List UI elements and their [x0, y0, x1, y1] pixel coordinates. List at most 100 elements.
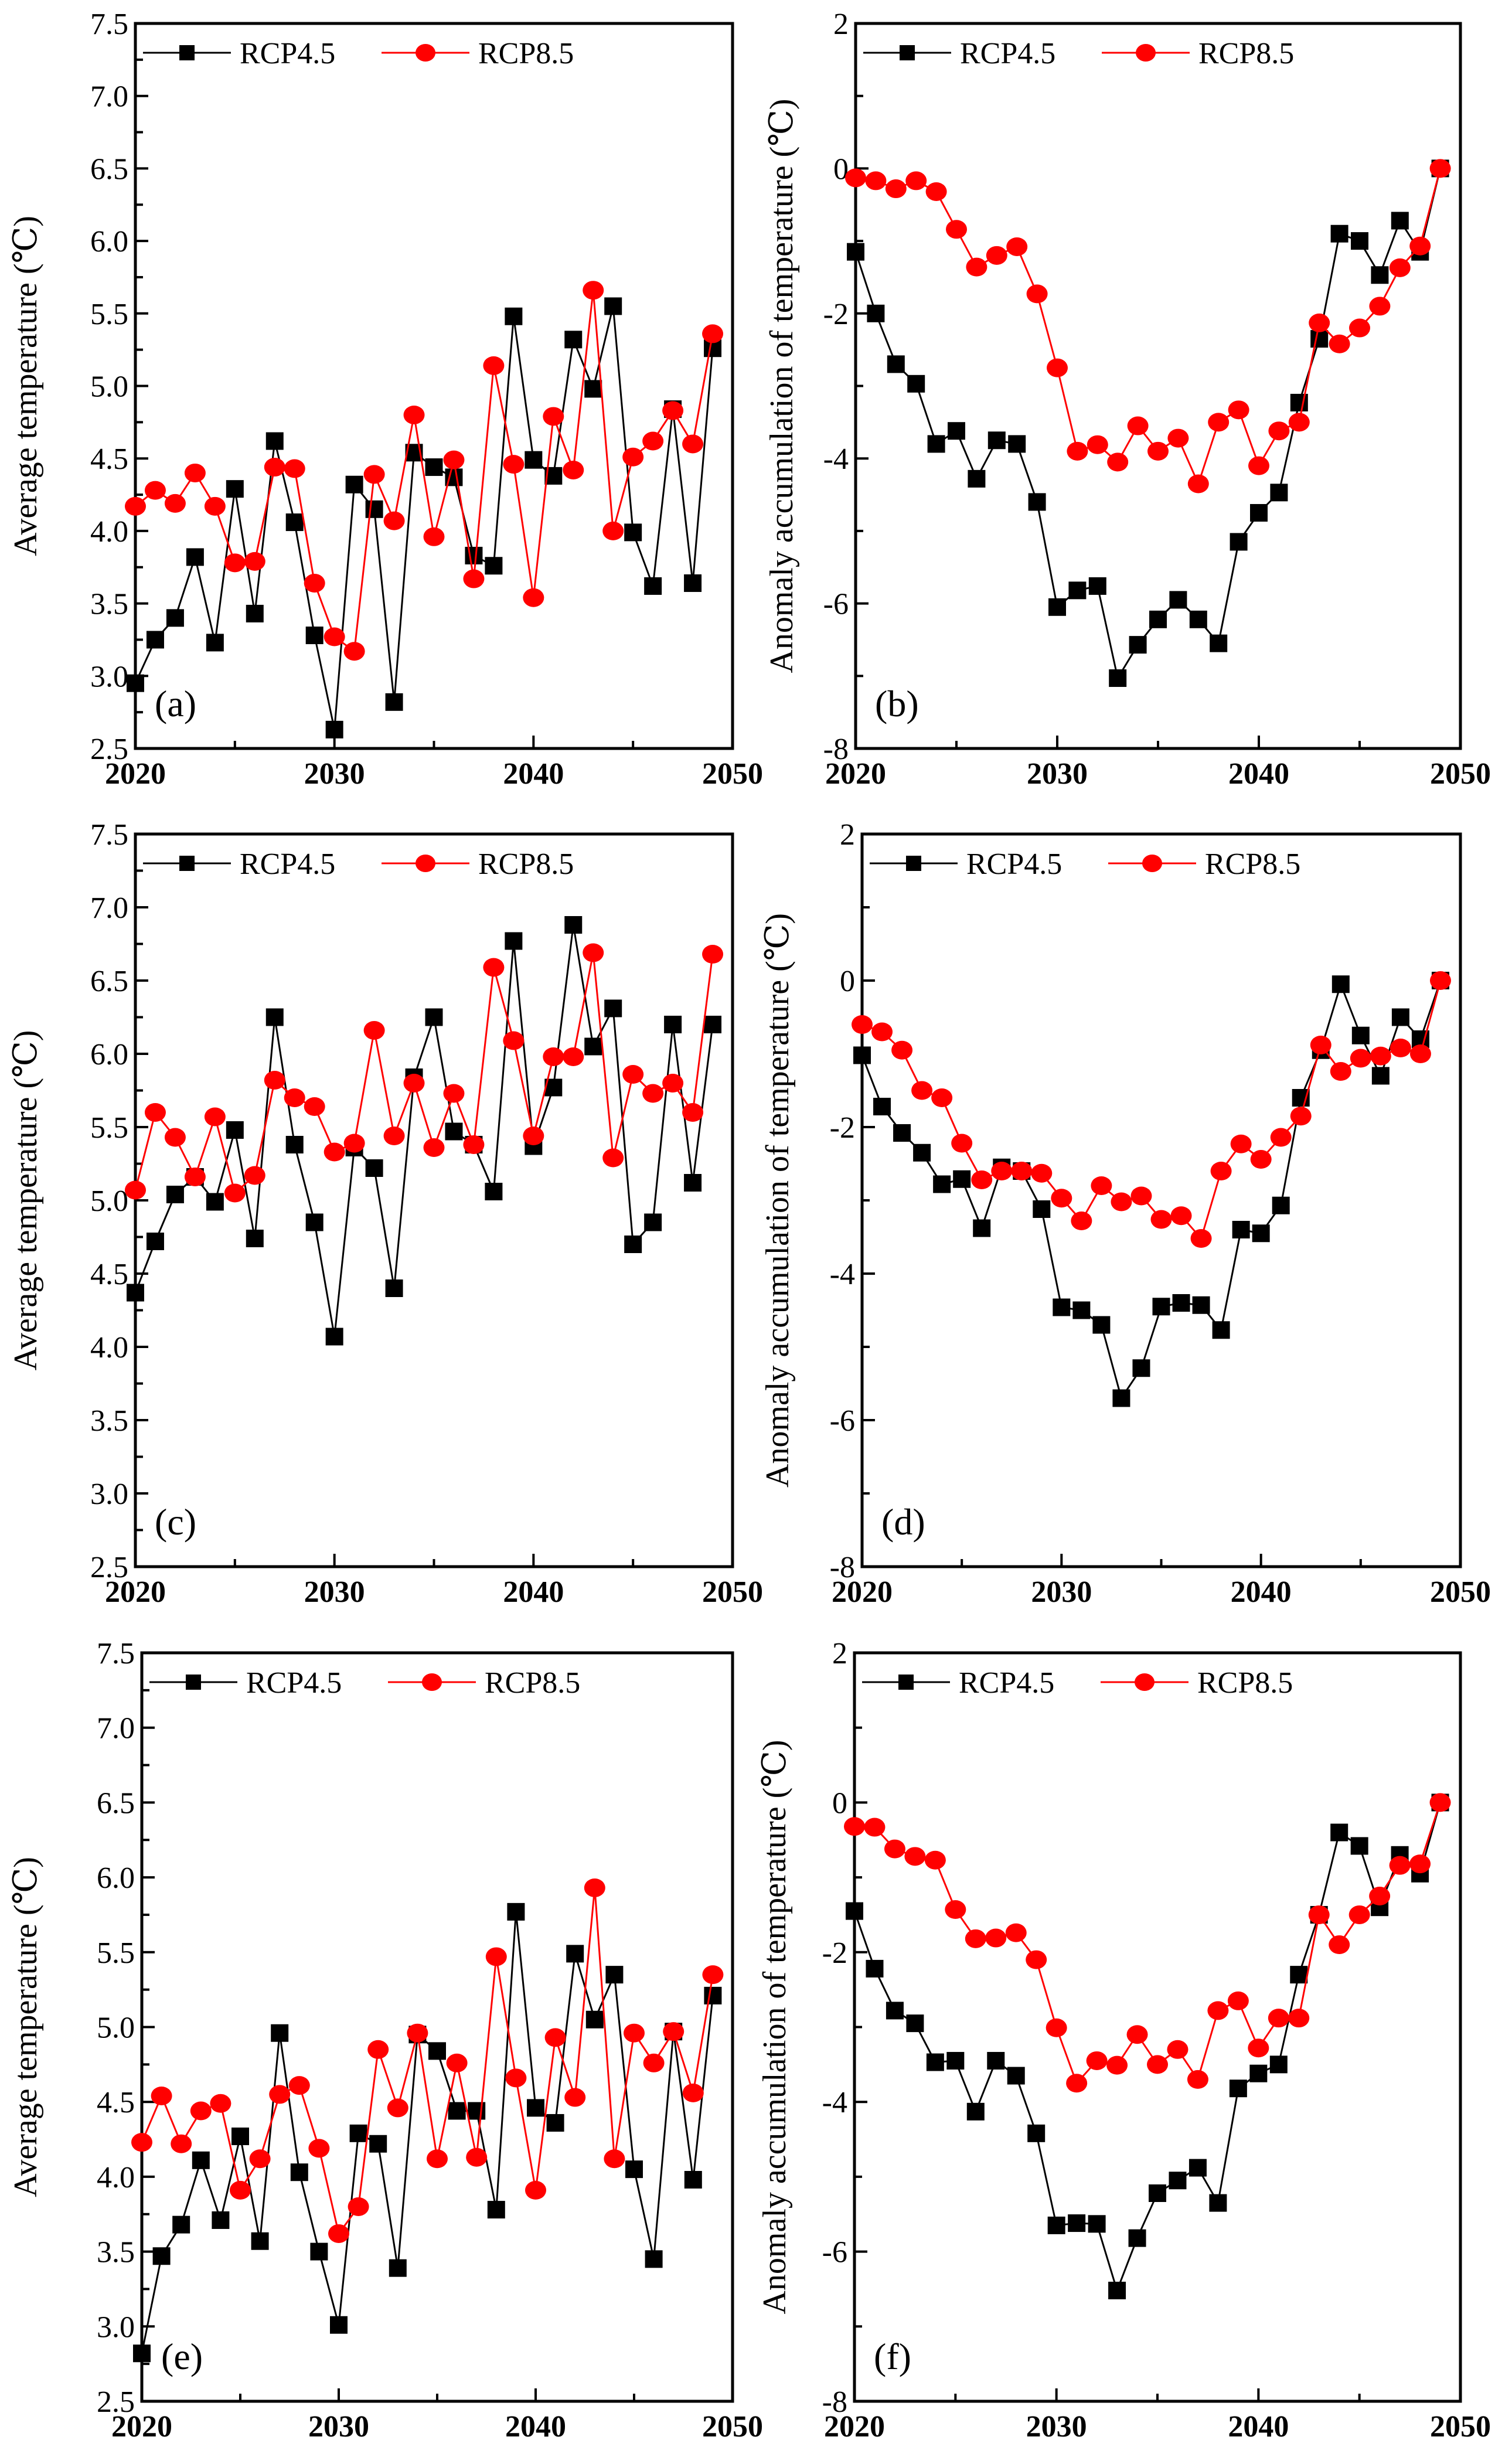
data-point-circle: [1147, 441, 1169, 461]
data-point-circle: [224, 1183, 246, 1203]
data-point-circle: [446, 2053, 468, 2072]
data-point-circle: [602, 1148, 624, 1168]
data-point-square: [166, 1186, 184, 1203]
x-tick-label: 2020: [832, 1575, 893, 1609]
data-point-square: [505, 307, 523, 325]
data-point-circle: [702, 945, 724, 964]
data-point-circle: [1190, 1229, 1212, 1248]
data-point-circle: [304, 1097, 325, 1116]
data-point-square: [604, 999, 622, 1017]
data-point-circle: [466, 2147, 488, 2167]
data-point-square: [644, 1213, 662, 1231]
data-point-circle: [1130, 1186, 1152, 1206]
y-axis-label: Average temperature (℃): [8, 216, 44, 556]
data-point-circle: [1330, 1062, 1351, 1081]
y-tick-label: -6: [830, 1404, 855, 1438]
data-point-circle: [622, 447, 644, 467]
x-tick-label: 2050: [1430, 757, 1491, 791]
data-point-square: [385, 1279, 403, 1297]
y-tick-label: -8: [822, 2385, 847, 2419]
y-tick-label: -6: [822, 2236, 847, 2269]
data-point-circle: [642, 1084, 664, 1103]
data-point-square: [1272, 1196, 1290, 1214]
series-rcp4-5: [846, 1793, 1449, 2300]
data-point-circle: [604, 2149, 625, 2169]
legend-square-marker-icon: [898, 1675, 914, 1690]
data-point-circle: [249, 2149, 271, 2169]
data-point-circle: [485, 1947, 507, 1966]
data-point-circle: [1270, 1128, 1292, 1147]
chart-panel-e: 2020 2030 2040 2050 2.5 3.0 3.5 4.0 4.5 5.0 5.5 6.0…: [8, 1637, 763, 2443]
y-tick-label: -6: [823, 588, 849, 621]
data-point-circle: [682, 434, 704, 454]
data-point-square: [527, 2099, 544, 2117]
data-point-circle: [1250, 1150, 1272, 1169]
data-point-square: [1209, 2194, 1227, 2212]
x-tick-label: 2040: [505, 2410, 566, 2443]
data-point-square: [1033, 1200, 1051, 1218]
data-point-square: [1232, 1221, 1250, 1238]
data-point-square: [927, 435, 945, 453]
legend-item-rcp8-5: RCP8.5: [1101, 1666, 1293, 1700]
data-point-circle: [284, 459, 305, 478]
y-tick-label: 2: [832, 1637, 847, 1670]
plot-frame: [140, 1651, 734, 2403]
data-point-circle: [423, 1138, 445, 1157]
data-point-circle: [144, 481, 166, 500]
x-tick-label: 2030: [1026, 2410, 1087, 2443]
legend-circle-marker-icon: [416, 44, 435, 62]
legend-item-rcp4-5: RCP4.5: [870, 848, 1062, 881]
data-point-square: [1310, 330, 1329, 348]
chart-panel-a: 2020 2030 2040 2050 2.5 3.0 3.5 4.0 4.5 5.0 5.5 6.0…: [8, 8, 763, 791]
data-point-square: [1027, 2124, 1046, 2142]
data-point-square: [664, 1016, 682, 1033]
data-point-square: [1048, 598, 1066, 616]
legend-item-rcp4-5: RCP4.5: [149, 1666, 342, 1700]
data-point-square: [1210, 634, 1228, 652]
x-tick-label: 2030: [308, 2410, 369, 2443]
legend-item-rcp4-5: RCP4.5: [863, 37, 1055, 70]
data-point-circle: [1066, 2074, 1088, 2093]
y-tick-label: 7.0: [97, 1712, 135, 1745]
data-point-circle: [1051, 1189, 1072, 1208]
data-point-circle: [1111, 1192, 1132, 1211]
legend-item-rcp4-5: RCP4.5: [862, 1666, 1054, 1700]
x-tick-label: 2030: [304, 757, 365, 791]
data-point-circle: [1207, 2001, 1229, 2020]
data-point-square: [385, 693, 403, 711]
data-point-circle: [403, 1074, 425, 1093]
legend-label: RCP8.5: [1197, 1666, 1293, 1700]
data-point-square: [448, 2102, 466, 2120]
data-point-circle: [1409, 1854, 1431, 1874]
data-point-square: [946, 2051, 965, 2070]
data-point-circle: [1187, 474, 1209, 494]
data-point-circle: [1369, 1887, 1391, 1906]
data-point-square: [1391, 212, 1409, 230]
data-point-circle: [1208, 413, 1230, 432]
panel-label: (b): [875, 683, 919, 724]
data-point-square: [684, 574, 702, 592]
x-tick-label: 2020: [824, 2410, 885, 2443]
data-point-circle: [323, 1142, 345, 1162]
data-point-circle: [702, 324, 724, 343]
data-point-square: [290, 2163, 308, 2181]
data-point-circle: [1389, 1856, 1411, 1875]
data-point-square: [485, 557, 503, 575]
data-point-square: [704, 1986, 722, 2004]
data-point-circle: [367, 2040, 389, 2059]
data-point-circle: [702, 1965, 724, 1985]
data-point-circle: [463, 1135, 485, 1154]
data-point-circle: [125, 1180, 146, 1200]
y-axis-label: Average temperature (℃): [8, 1030, 44, 1371]
data-point-circle: [204, 1107, 226, 1126]
series-line: [135, 290, 714, 653]
data-point-square: [365, 1159, 383, 1177]
data-point-circle: [1187, 2070, 1208, 2089]
data-point-circle: [423, 527, 445, 546]
data-point-square: [1072, 1301, 1091, 1319]
data-point-circle: [904, 1847, 926, 1866]
data-point-square: [948, 422, 965, 440]
y-tick-label: 3.0: [90, 1478, 128, 1511]
data-point-square: [1391, 1008, 1409, 1026]
y-tick-label: 7.5: [97, 1637, 135, 1670]
